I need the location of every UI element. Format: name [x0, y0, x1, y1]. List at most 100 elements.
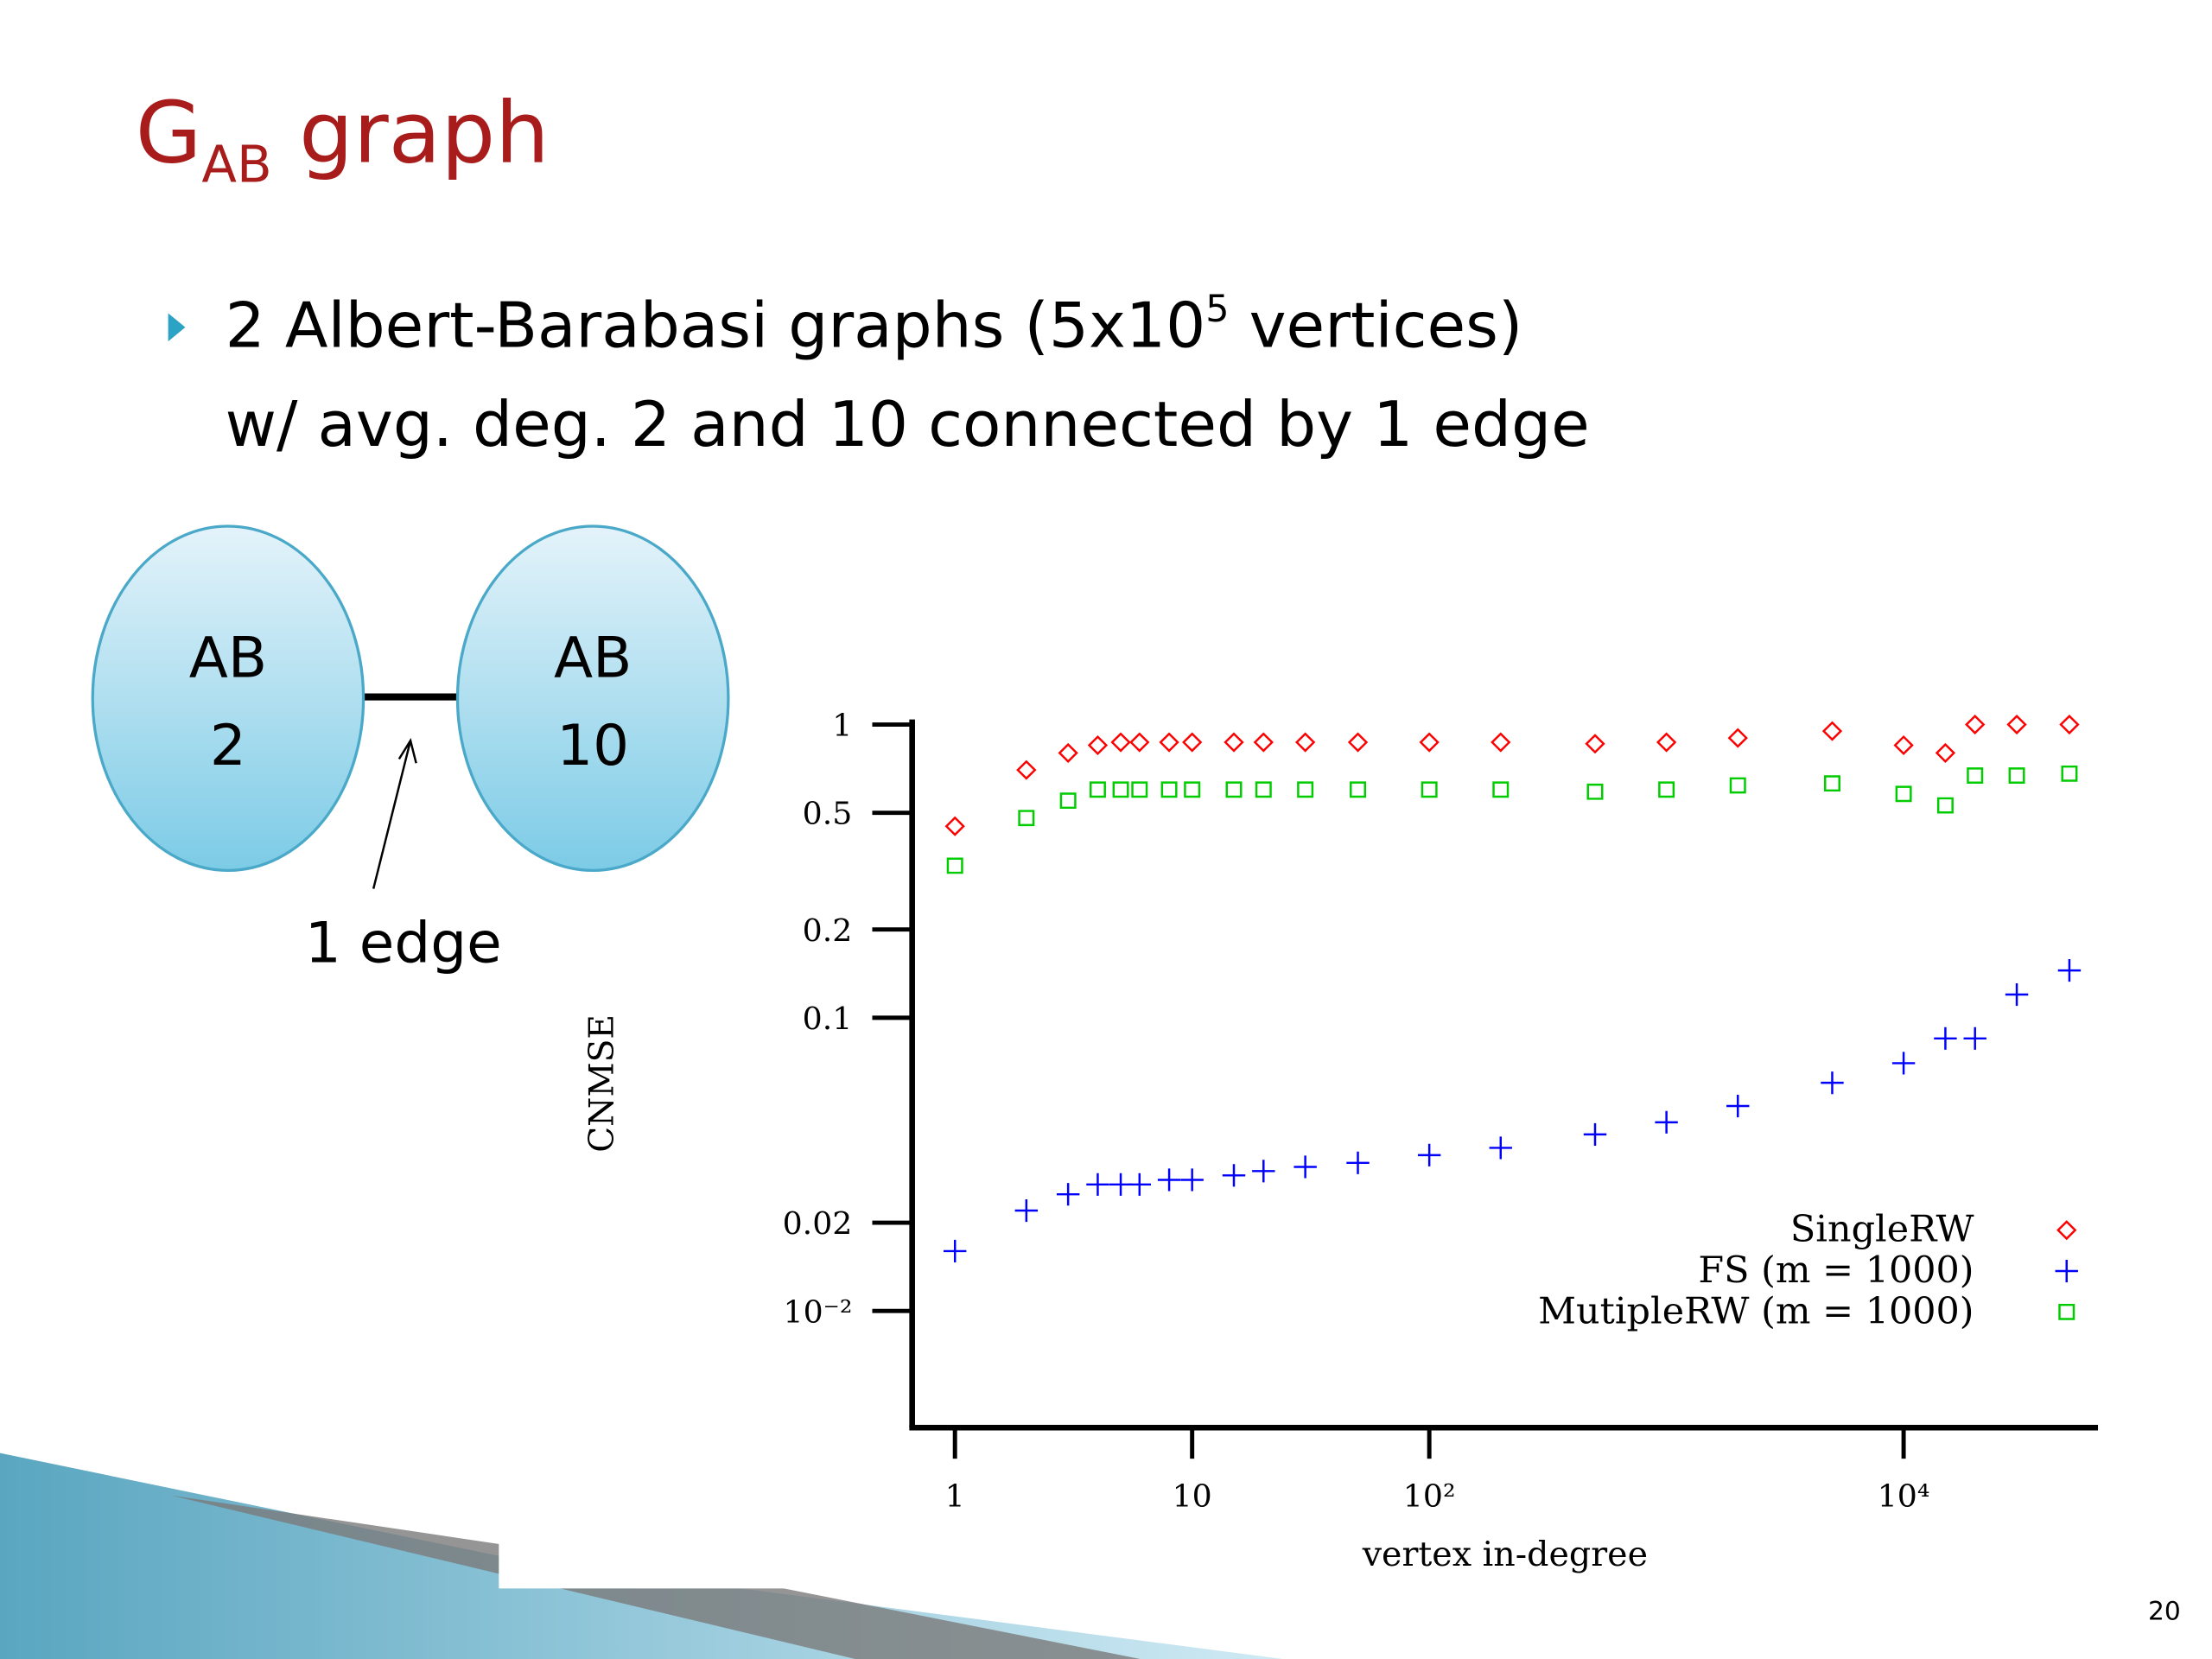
slide-title: GAB graph — [136, 85, 550, 194]
data-point — [1089, 781, 1106, 798]
x-tick-label: 10⁴ — [1878, 1478, 1930, 1515]
y-tick-label: 10⁻² — [784, 1293, 853, 1330]
bullet-text-part: vertices) — [1230, 290, 1523, 363]
y-tick-label: 0.2 — [803, 912, 853, 949]
data-point — [1180, 1168, 1204, 1192]
data-point — [1014, 1198, 1039, 1223]
x-tick-label: 10 — [1173, 1478, 1212, 1515]
data-point — [1131, 781, 1148, 798]
node-label: AB — [189, 626, 267, 691]
title-text: G — [136, 85, 202, 182]
y-axis-label: CNMSE — [582, 1014, 621, 1153]
data-point — [1729, 777, 1746, 794]
data-point — [1056, 1183, 1080, 1206]
bullet-text-part: 2 Albert-Barabasi graphs (5x10 — [226, 290, 1206, 363]
data-point — [1129, 732, 1150, 753]
data-point — [944, 1239, 967, 1263]
data-point — [1087, 734, 1109, 756]
data-point — [1059, 792, 1077, 810]
data-point — [1963, 1027, 1986, 1050]
data-point — [1182, 732, 1203, 753]
x-tick-label: 10² — [1403, 1478, 1456, 1515]
data-point — [1935, 742, 1956, 763]
data-point — [2008, 767, 2025, 784]
data-point — [1492, 781, 1510, 798]
decor-swoosh — [0, 1452, 1283, 1659]
data-point — [1347, 732, 1369, 753]
data-point — [1160, 781, 1178, 798]
data-point — [1110, 732, 1131, 753]
data-point — [1895, 785, 1912, 803]
x-tick-label: 1 — [945, 1478, 965, 1515]
data-point — [1252, 1160, 1275, 1183]
data-point — [1823, 775, 1840, 792]
y-tick-label: 0.02 — [783, 1205, 853, 1242]
data-point — [1655, 1110, 1678, 1134]
data-point — [2057, 959, 2082, 982]
data-point — [1421, 781, 1438, 798]
data-point — [1583, 1122, 1607, 1146]
data-point — [1294, 732, 1316, 753]
data-point — [1253, 732, 1274, 753]
diagram-node — [455, 524, 730, 872]
legend-marker — [2056, 1220, 2077, 1241]
data-point — [1159, 732, 1179, 753]
title-text: graph — [272, 85, 550, 182]
diagram-arrow — [372, 738, 417, 889]
y-tick-label: 0.1 — [803, 1000, 853, 1037]
data-point — [1346, 1151, 1370, 1174]
y-tick-label: 1 — [832, 707, 852, 744]
data-point — [2059, 715, 2080, 735]
data-point — [1350, 781, 1367, 798]
data-point — [1086, 1173, 1109, 1196]
data-point — [1891, 1052, 1916, 1075]
data-point — [1489, 1136, 1512, 1160]
data-point — [1018, 810, 1035, 827]
data-point — [1016, 760, 1037, 780]
data-point — [1585, 734, 1605, 754]
data-point — [1586, 783, 1604, 800]
diagram-node — [91, 524, 365, 872]
data-point — [1726, 1094, 1750, 1118]
data-point — [1419, 732, 1440, 753]
legend-label: SingleRW — [1790, 1208, 1974, 1251]
node-label: 2 — [210, 713, 246, 779]
data-point — [1491, 732, 1511, 753]
data-point — [1821, 1071, 1844, 1095]
bullet-superscript: 5 — [1205, 288, 1229, 331]
bullet-text: 2 Albert-Barabasi graphs (5x105 vertices… — [226, 288, 1523, 362]
data-point — [1058, 742, 1078, 763]
y-tick-label: 0.5 — [803, 795, 853, 832]
data-point — [1224, 732, 1244, 753]
data-point — [1222, 1164, 1246, 1187]
data-point — [1417, 1143, 1441, 1166]
data-point — [1128, 1173, 1151, 1196]
title-subscript: AB — [201, 135, 271, 194]
legend-label: FS (m = 1000) — [1698, 1249, 1974, 1292]
x-axis-label: vertex in-degree — [1362, 1535, 1648, 1574]
data-point — [1112, 781, 1129, 798]
chart-background — [499, 677, 2139, 1589]
data-point — [1821, 721, 1843, 741]
data-point — [2006, 715, 2027, 735]
data-point — [1893, 734, 1914, 756]
data-point — [2005, 982, 2029, 1007]
bullet-icon — [168, 313, 186, 342]
data-point — [1184, 781, 1201, 798]
legend-marker — [2058, 1303, 2075, 1320]
data-point — [1297, 781, 1314, 798]
edge-label: 1 edge — [305, 911, 502, 976]
data-point — [1934, 1027, 1957, 1050]
data-point — [2061, 765, 2078, 782]
node-label: 10 — [556, 713, 629, 779]
data-point — [946, 857, 963, 874]
bullet-text: w/ avg. deg. 2 and 10 connected by 1 edg… — [226, 389, 1590, 461]
node-label: AB — [554, 626, 632, 691]
data-point — [944, 816, 965, 836]
data-point — [1225, 781, 1243, 798]
data-point — [1658, 781, 1675, 798]
page-number: 20 — [2148, 1596, 2181, 1625]
data-point — [1965, 715, 1986, 735]
